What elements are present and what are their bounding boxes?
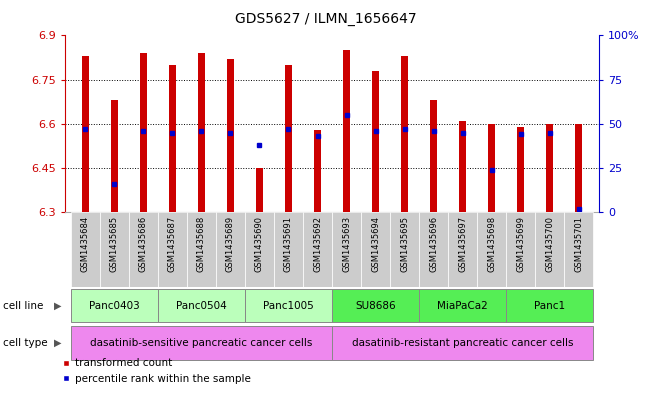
Bar — [419, 289, 506, 322]
Text: GSM1435691: GSM1435691 — [284, 216, 293, 272]
Text: GSM1435688: GSM1435688 — [197, 216, 206, 272]
Bar — [314, 130, 321, 212]
Text: GSM1435692: GSM1435692 — [313, 216, 322, 272]
Text: SU8686: SU8686 — [355, 301, 396, 310]
Bar — [187, 212, 216, 287]
Text: dasatinib-sensitive pancreatic cancer cells: dasatinib-sensitive pancreatic cancer ce… — [90, 338, 312, 348]
Bar — [245, 289, 332, 322]
Bar — [198, 53, 205, 212]
Bar — [517, 127, 524, 212]
Text: GSM1435697: GSM1435697 — [458, 216, 467, 272]
Bar — [506, 212, 535, 287]
Bar — [158, 212, 187, 287]
Text: cell line: cell line — [3, 301, 44, 310]
Text: MiaPaCa2: MiaPaCa2 — [437, 301, 488, 310]
Bar — [285, 65, 292, 212]
Bar — [140, 53, 147, 212]
Bar — [129, 212, 158, 287]
Text: GSM1435701: GSM1435701 — [574, 216, 583, 272]
Bar — [100, 212, 129, 287]
Bar — [448, 212, 477, 287]
Text: GSM1435698: GSM1435698 — [487, 216, 496, 272]
Text: ▶: ▶ — [54, 301, 62, 310]
Bar — [506, 289, 593, 322]
Text: Panc0504: Panc0504 — [176, 301, 227, 310]
Bar — [361, 212, 390, 287]
Bar — [82, 56, 89, 212]
Text: GSM1435699: GSM1435699 — [516, 216, 525, 272]
Bar — [274, 212, 303, 287]
Bar — [564, 212, 593, 287]
Bar — [71, 212, 100, 287]
Text: Panc1: Panc1 — [534, 301, 565, 310]
Bar — [303, 212, 332, 287]
Bar — [332, 212, 361, 287]
Bar — [158, 289, 245, 322]
Bar — [372, 71, 379, 212]
Text: GSM1435700: GSM1435700 — [545, 216, 554, 272]
Bar — [535, 212, 564, 287]
Text: GDS5627 / ILMN_1656647: GDS5627 / ILMN_1656647 — [235, 12, 416, 26]
Bar — [343, 50, 350, 212]
Bar — [546, 124, 553, 212]
Bar — [71, 289, 158, 322]
Bar — [216, 212, 245, 287]
Bar — [256, 168, 263, 212]
Bar — [401, 56, 408, 212]
Text: GSM1435685: GSM1435685 — [110, 216, 119, 272]
Text: GSM1435684: GSM1435684 — [81, 216, 90, 272]
Text: dasatinib-resistant pancreatic cancer cells: dasatinib-resistant pancreatic cancer ce… — [352, 338, 574, 348]
Bar — [332, 289, 419, 322]
Text: GSM1435690: GSM1435690 — [255, 216, 264, 272]
Text: Panc1005: Panc1005 — [263, 301, 314, 310]
Bar — [477, 212, 506, 287]
Bar — [245, 212, 274, 287]
Legend: transformed count, percentile rank within the sample: transformed count, percentile rank withi… — [57, 354, 255, 388]
Text: Panc0403: Panc0403 — [89, 301, 140, 310]
Bar — [430, 100, 437, 212]
Text: GSM1435686: GSM1435686 — [139, 216, 148, 272]
Bar — [227, 59, 234, 212]
Bar — [419, 212, 448, 287]
Text: GSM1435693: GSM1435693 — [342, 216, 351, 272]
Bar — [111, 100, 118, 212]
Text: GSM1435687: GSM1435687 — [168, 216, 177, 272]
Text: cell type: cell type — [3, 338, 48, 348]
Text: ▶: ▶ — [54, 338, 62, 348]
Text: GSM1435695: GSM1435695 — [400, 216, 409, 272]
Text: GSM1435694: GSM1435694 — [371, 216, 380, 272]
Bar — [71, 326, 332, 360]
Text: GSM1435696: GSM1435696 — [429, 216, 438, 272]
Bar — [575, 124, 582, 212]
Bar — [390, 212, 419, 287]
Bar — [169, 65, 176, 212]
Bar — [332, 326, 593, 360]
Text: GSM1435689: GSM1435689 — [226, 216, 235, 272]
Bar — [459, 121, 466, 212]
Bar — [488, 124, 495, 212]
